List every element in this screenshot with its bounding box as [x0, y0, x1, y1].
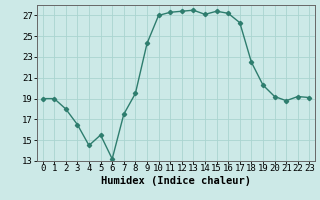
X-axis label: Humidex (Indice chaleur): Humidex (Indice chaleur): [101, 176, 251, 186]
